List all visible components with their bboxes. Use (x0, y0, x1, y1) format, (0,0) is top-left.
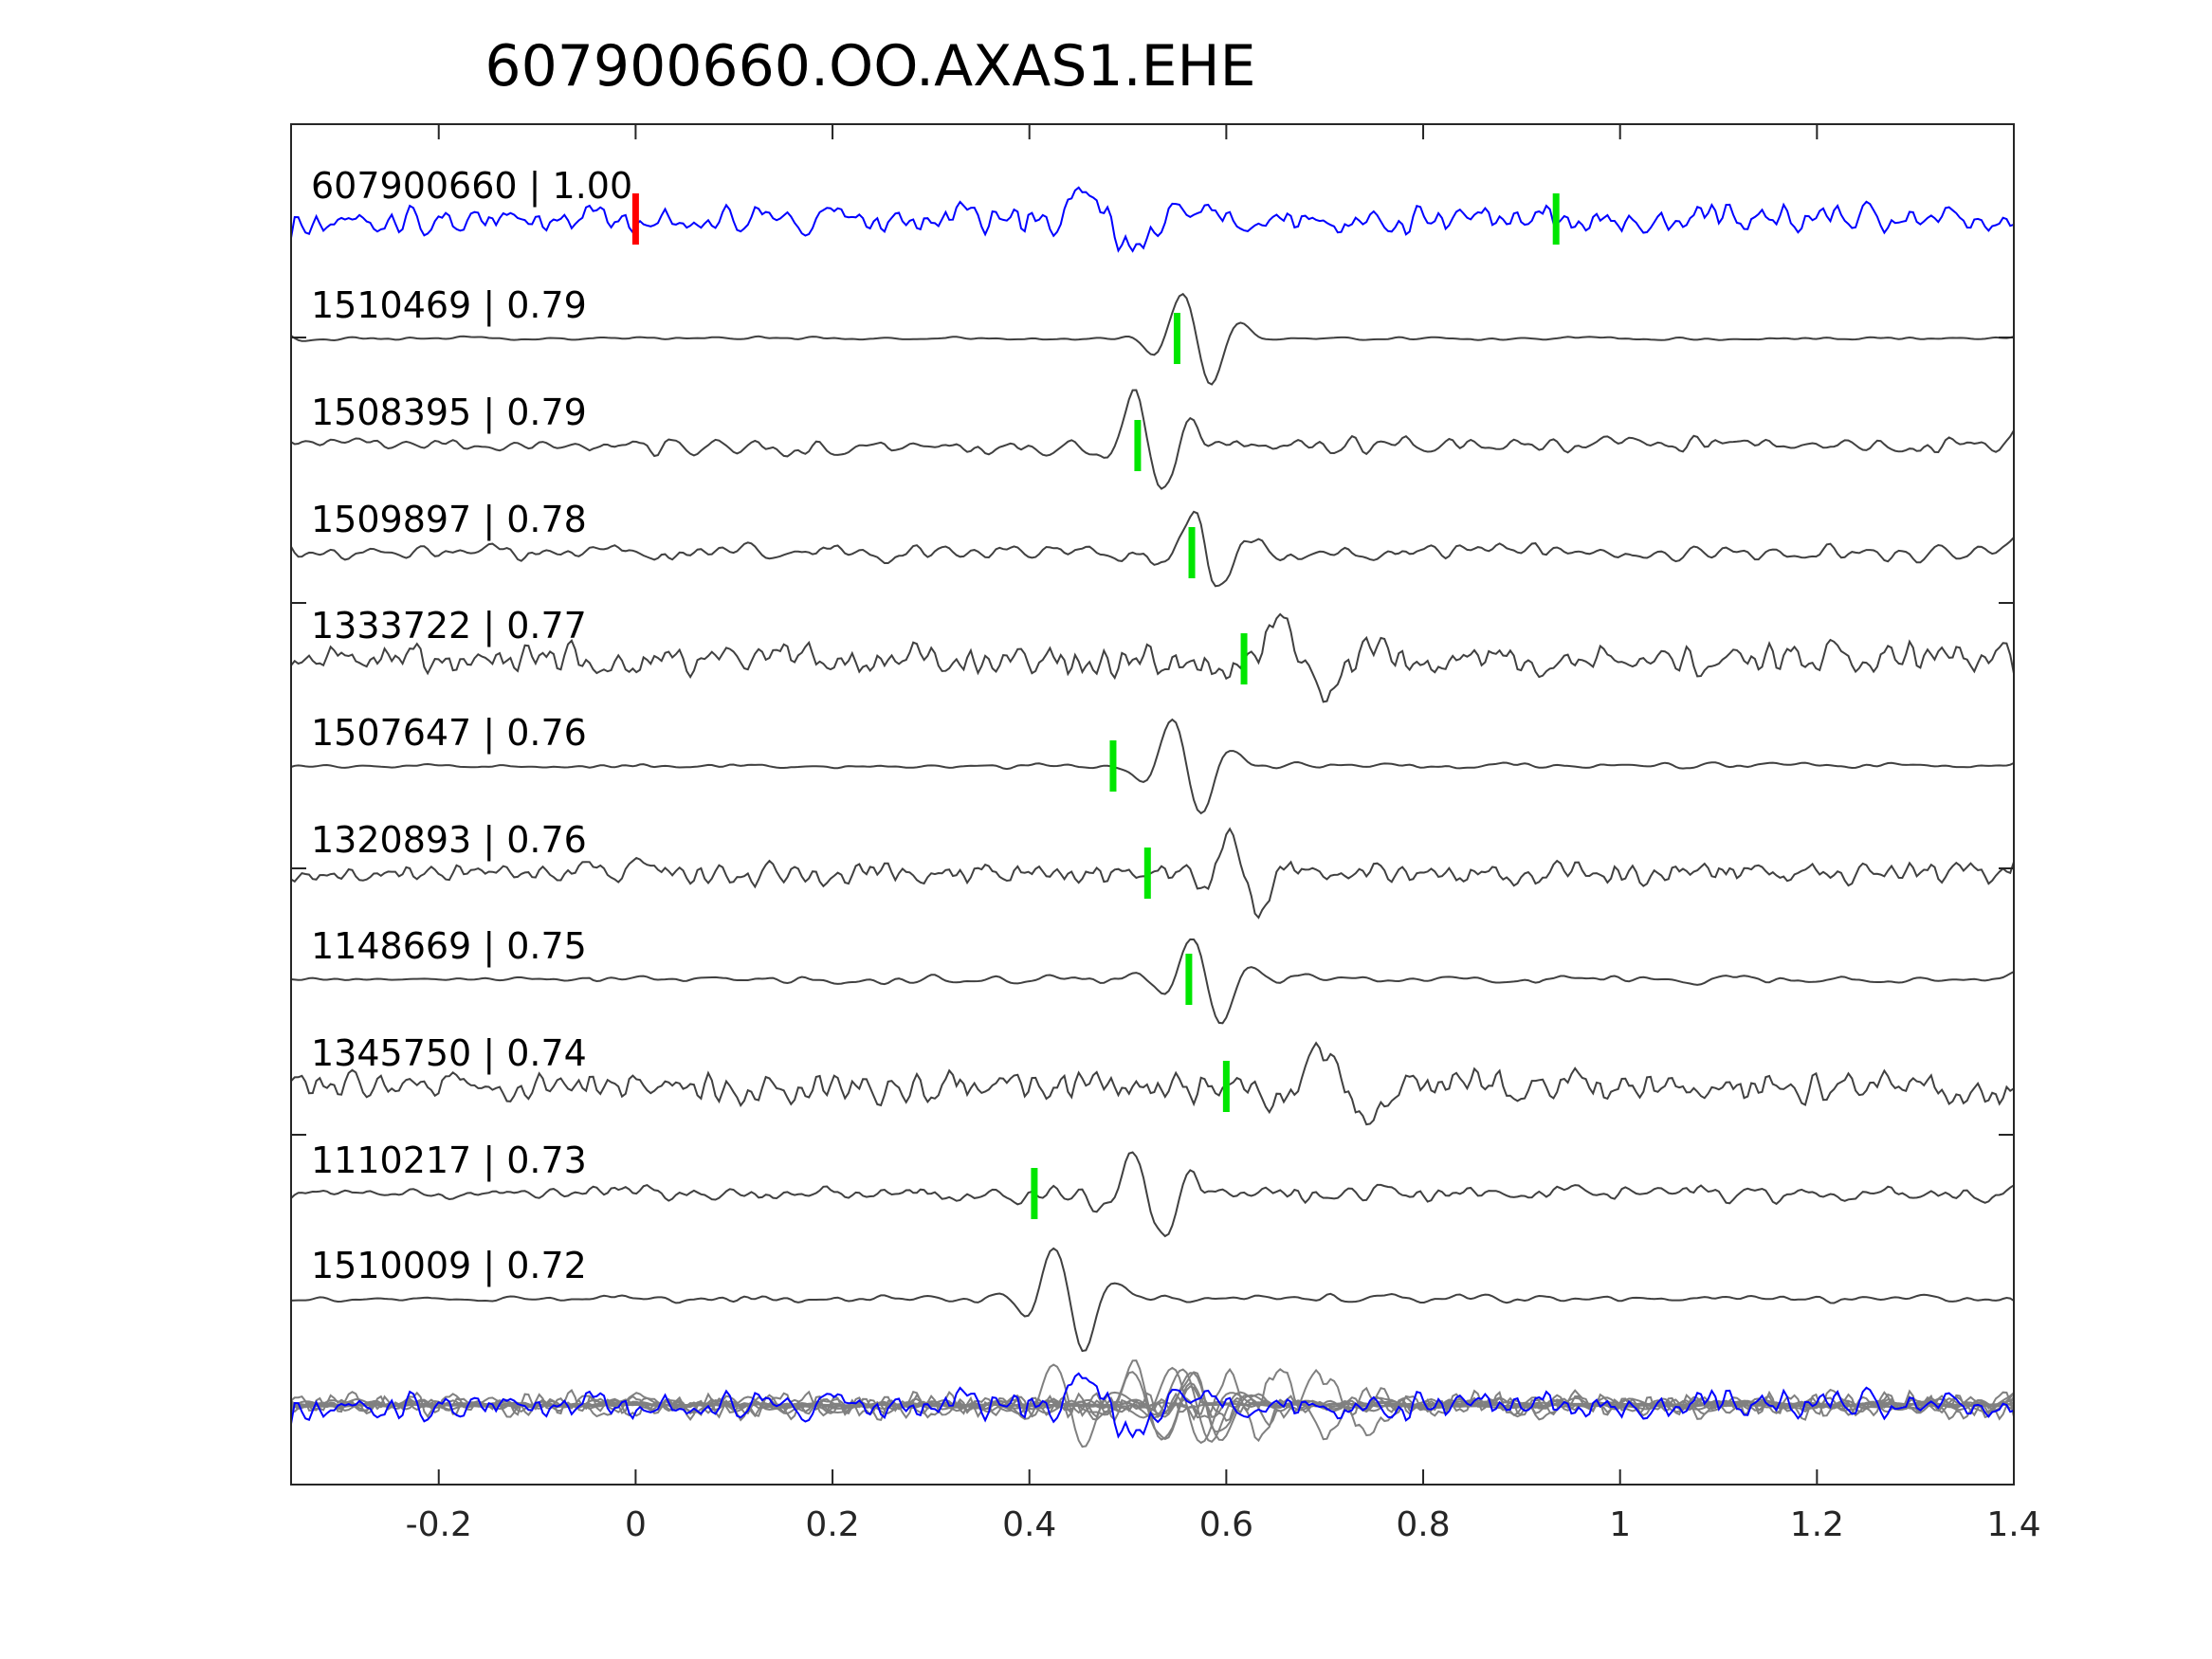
trace-line-0 (290, 186, 2015, 253)
trace-label-4: 1333722 | 0.77 (311, 605, 587, 647)
trace-line-1 (290, 292, 2015, 386)
trace-line-2 (290, 389, 2015, 490)
trace-line-5 (290, 718, 2015, 815)
chart-title: 607900660.OO.AXAS1.EHE (484, 33, 1255, 100)
overlay-group (290, 1359, 2015, 1449)
trace-label-7: 1148669 | 0.75 (311, 925, 587, 968)
trace-label-2: 1508395 | 0.79 (311, 392, 587, 434)
trace-label-1: 1510469 | 0.79 (311, 284, 587, 327)
overlay-reference-trace (290, 1372, 2015, 1439)
x-tick-label-8: 1.4 (1986, 1505, 2040, 1544)
marker-group (631, 193, 1560, 1219)
x-tick-label-5: 0.8 (1396, 1505, 1450, 1544)
overlay-trace-8 (290, 1368, 2015, 1437)
trace-line-9 (290, 1151, 2015, 1238)
x-tick-label-0: -0.2 (406, 1505, 472, 1544)
trace-label-6: 1320893 | 0.76 (311, 819, 587, 862)
x-tick-label-7: 1.2 (1790, 1505, 1844, 1544)
trace-line-3 (290, 510, 2015, 588)
x-tick-label-6: 1 (1609, 1505, 1631, 1544)
trace-label-8: 1345750 | 0.74 (311, 1032, 587, 1075)
trace-label-9: 1110217 | 0.73 (311, 1139, 587, 1182)
x-tick-label-4: 0.6 (1199, 1505, 1253, 1544)
x-axis-ticks: -0.2 0 0.2 0.4 0.6 0.8 1 1.2 1.4 (291, 124, 2041, 1544)
trace-label-0: 607900660 | 1.00 (311, 165, 632, 208)
trace-line-10 (290, 1247, 2015, 1353)
x-tick-label-3: 0.4 (1002, 1505, 1056, 1544)
trace-label-5: 1507647 | 0.76 (311, 712, 587, 755)
overlay-trace-10 (290, 1363, 2015, 1449)
trace-label-3: 1509897 | 0.78 (311, 499, 587, 541)
trace-label-group: 607900660 | 1.00 1510469 | 0.79 1508395 | … (311, 165, 632, 1287)
trace-line-4 (290, 612, 2015, 703)
trace-group (290, 186, 2015, 1353)
trace-line-6 (290, 827, 2015, 920)
trace-label-10: 1510009 | 0.72 (311, 1245, 587, 1287)
trace-line-7 (290, 938, 2015, 1025)
axes-box (290, 123, 2015, 1486)
trace-line-8 (290, 1041, 2015, 1126)
x-tick-label-2: 0.2 (805, 1505, 859, 1544)
x-tick-label-1: 0 (625, 1505, 647, 1544)
